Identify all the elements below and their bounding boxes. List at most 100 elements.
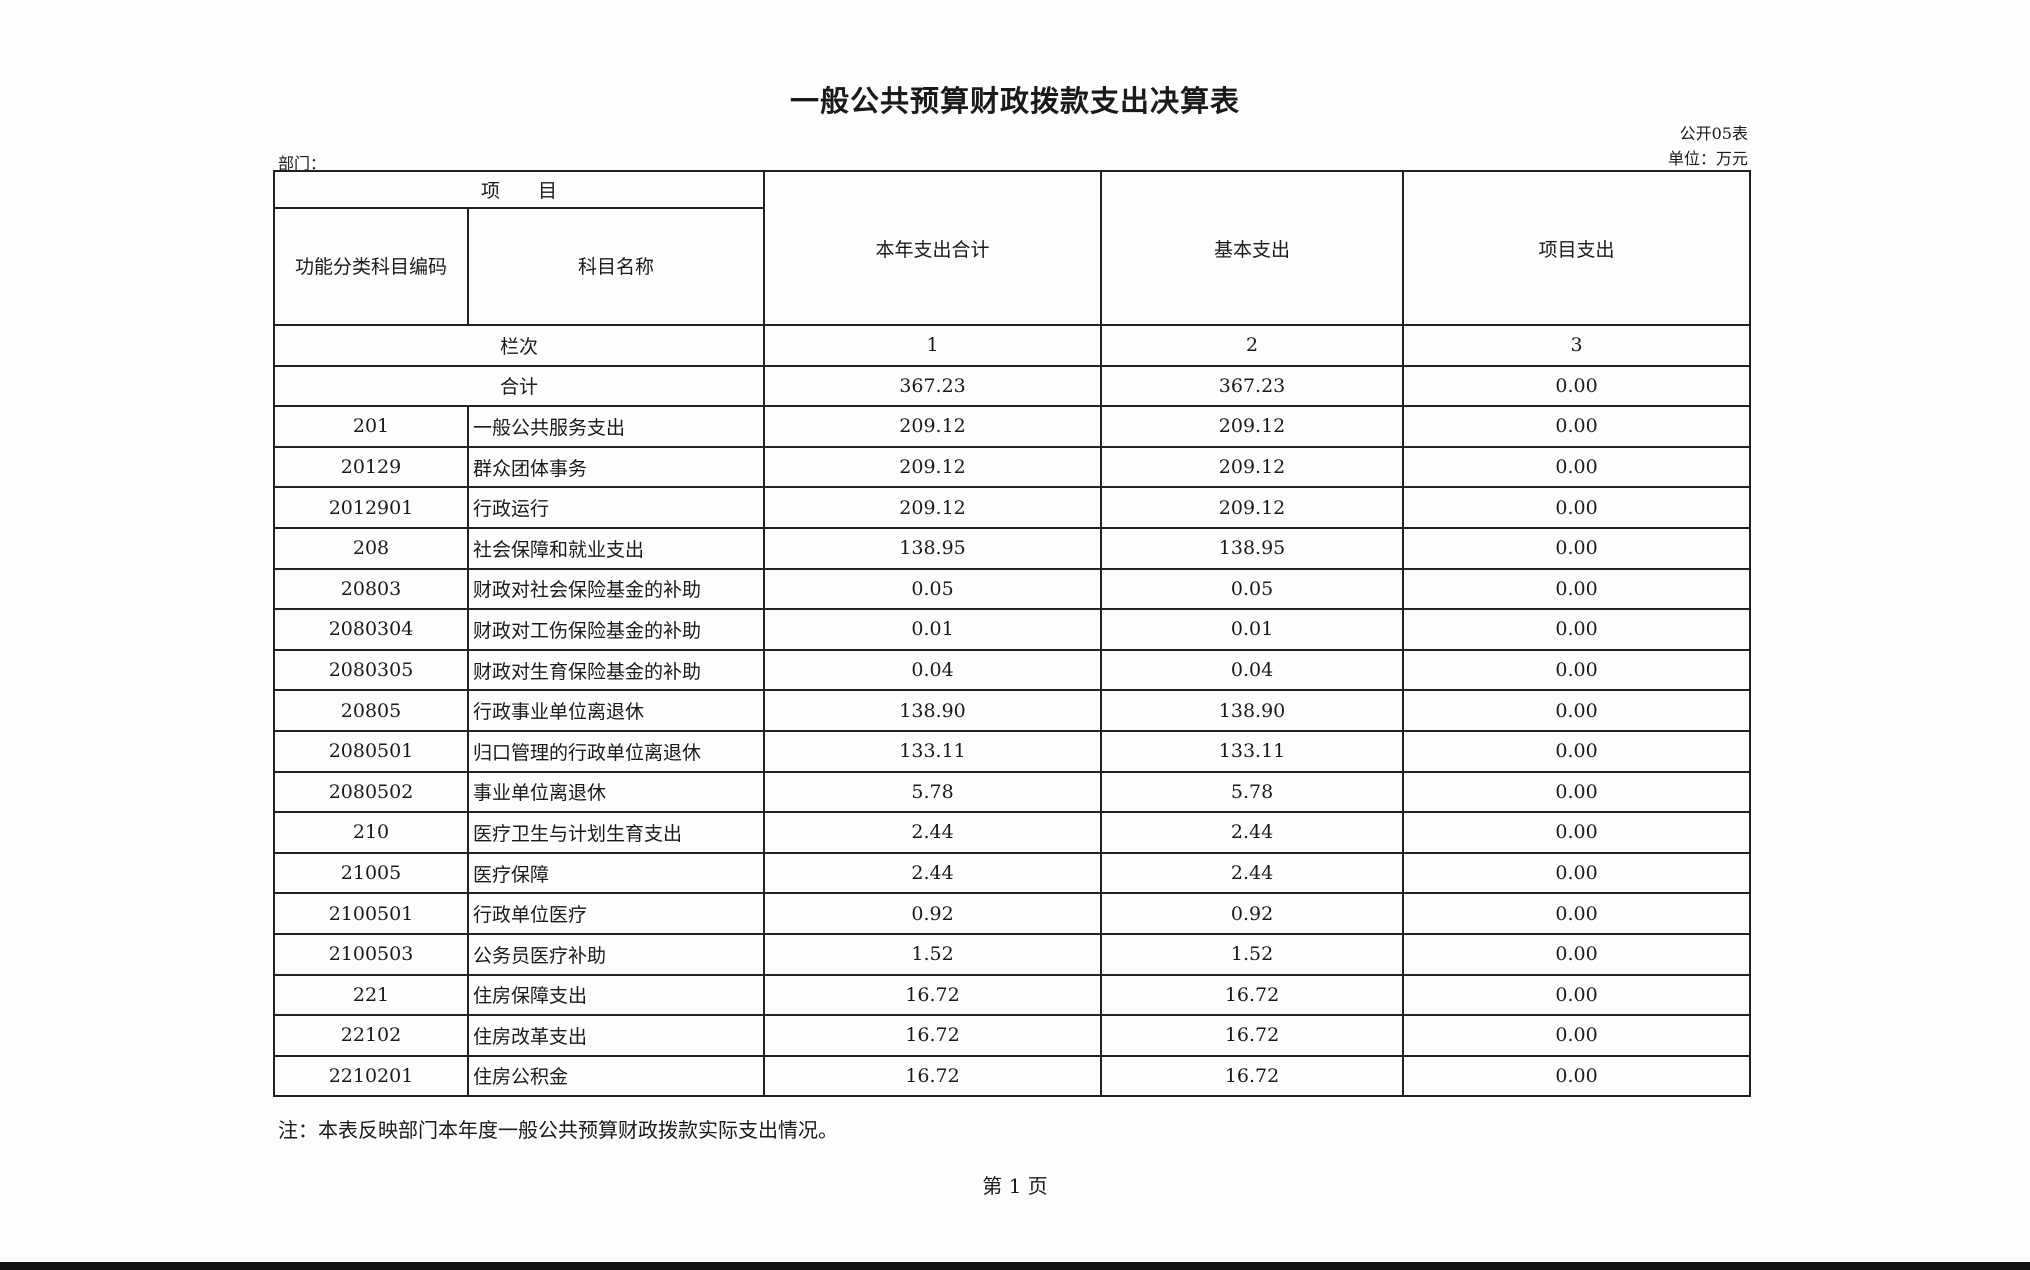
cell-name: 公务员医疗补助 xyxy=(466,932,766,976)
cell-name: 财政对生育保险基金的补助 xyxy=(466,648,766,692)
header-code: 功能分类科目编码 xyxy=(273,207,469,326)
table-row: 22102 住房改革支出 16.72 16.72 0.00 xyxy=(273,1014,1752,1057)
cell-basic: 138.95 xyxy=(1100,526,1405,570)
cell-name: 事业单位离退休 xyxy=(466,770,766,814)
cell-total: 209.12 xyxy=(763,405,1103,448)
table-row: 2012901 行政运行 209.12 209.12 0.00 xyxy=(273,486,1752,529)
header-row: 项 目 本年支出合计 基本支出 项目支出 xyxy=(272,170,1752,326)
header-total: 本年支出合计 xyxy=(763,170,1103,326)
cell-name: 医疗保障 xyxy=(466,851,766,895)
table-row: 2210201 住房公积金 16.72 16.72 0.00 xyxy=(273,1054,1752,1098)
cell-total: 209.12 xyxy=(763,445,1103,489)
cell-total: 16.72 xyxy=(763,1054,1103,1098)
cell-name: 行政单位医疗 xyxy=(466,892,766,935)
sum-basic: 367.23 xyxy=(1100,364,1405,408)
table-row: 2080304 财政对工伤保险基金的补助 0.01 0.01 0.00 xyxy=(273,608,1752,651)
cell-name: 社会保障和就业支出 xyxy=(466,526,766,570)
cell-code: 210 xyxy=(273,811,469,854)
cell-basic: 16.72 xyxy=(1100,1014,1405,1057)
cell-code: 20803 xyxy=(273,567,469,611)
cell-total: 138.95 xyxy=(763,526,1103,570)
cell-total: 0.05 xyxy=(763,567,1103,611)
column-index-2: 2 xyxy=(1100,324,1405,367)
cell-name: 行政事业单位离退休 xyxy=(466,689,766,732)
cell-basic: 16.72 xyxy=(1100,973,1405,1017)
cell-code: 208 xyxy=(273,526,469,570)
cell-code: 201 xyxy=(273,405,469,448)
table-row: 201 一般公共服务支出 209.12 209.12 0.00 xyxy=(273,405,1752,448)
header-project: 项目支出 xyxy=(1402,170,1752,326)
table-row: 21005 医疗保障 2.44 2.44 0.00 xyxy=(273,851,1752,895)
cell-basic: 5.78 xyxy=(1100,770,1405,814)
cell-project: 0.00 xyxy=(1402,567,1752,611)
column-index-label: 栏次 xyxy=(272,324,766,367)
cell-code: 22102 xyxy=(273,1014,469,1057)
form-number: 公开05表 xyxy=(1679,124,1748,143)
cell-basic: 0.05 xyxy=(1100,567,1405,611)
header-item: 项 目 xyxy=(272,170,766,209)
cell-total: 16.72 xyxy=(763,1014,1103,1057)
cell-code: 2080501 xyxy=(273,729,469,773)
cell-basic: 16.72 xyxy=(1100,1054,1405,1098)
cell-total: 133.11 xyxy=(763,729,1103,773)
cell-basic: 209.12 xyxy=(1100,486,1405,529)
cell-total: 209.12 xyxy=(763,486,1103,529)
cell-total: 16.72 xyxy=(763,973,1103,1017)
cell-project: 0.00 xyxy=(1402,648,1752,692)
sum-total: 367.23 xyxy=(763,364,1103,408)
cell-code: 2080305 xyxy=(273,648,469,692)
cell-basic: 209.12 xyxy=(1100,405,1405,448)
table-row: 20129 群众团体事务 209.12 209.12 0.00 xyxy=(273,445,1752,489)
cell-total: 0.04 xyxy=(763,648,1103,692)
department-label: 部门： xyxy=(278,154,327,173)
table-row: 2080305 财政对生育保险基金的补助 0.04 0.04 0.00 xyxy=(273,648,1752,692)
cell-total: 5.78 xyxy=(763,770,1103,814)
cell-code: 2080502 xyxy=(273,770,469,814)
cell-code: 2080304 xyxy=(273,608,469,651)
cell-name: 医疗卫生与计划生育支出 xyxy=(466,811,766,854)
cell-name: 住房公积金 xyxy=(466,1054,766,1098)
cell-name: 财政对社会保险基金的补助 xyxy=(466,567,766,611)
cell-total: 2.44 xyxy=(763,811,1103,854)
cell-basic: 2.44 xyxy=(1100,811,1405,854)
cell-project: 0.00 xyxy=(1402,405,1752,448)
page-title: 一般公共预算财政拨款支出决算表 xyxy=(789,84,1240,118)
cell-project: 0.00 xyxy=(1402,729,1752,773)
header-name: 科目名称 xyxy=(466,207,766,326)
cell-name: 行政运行 xyxy=(466,486,766,529)
cell-name: 财政对工伤保险基金的补助 xyxy=(466,608,766,651)
cell-basic: 0.01 xyxy=(1100,608,1405,651)
cell-basic: 138.90 xyxy=(1100,689,1405,732)
cell-project: 0.00 xyxy=(1402,770,1752,814)
table-row: 221 住房保障支出 16.72 16.72 0.00 xyxy=(273,973,1752,1017)
cell-project: 0.00 xyxy=(1402,608,1752,651)
table-row: 20805 行政事业单位离退休 138.90 138.90 0.00 xyxy=(273,689,1752,732)
cell-total: 2.44 xyxy=(763,851,1103,895)
unit-label: 单位：万元 xyxy=(1667,149,1748,168)
cell-code: 21005 xyxy=(273,851,469,895)
header-basic: 基本支出 xyxy=(1100,170,1405,326)
cell-total: 138.90 xyxy=(763,689,1103,732)
column-index-row: 栏次 1 2 3 xyxy=(272,324,1752,367)
header-row: 功能分类科目编码 科目名称 xyxy=(273,207,1750,326)
cell-name: 一般公共服务支出 xyxy=(466,405,766,448)
cell-basic: 2.44 xyxy=(1100,851,1405,895)
footnote: 注：本表反映部门本年度一般公共预算财政拨款实际支出情况。 xyxy=(278,1118,838,1142)
cell-project: 0.00 xyxy=(1402,1054,1752,1098)
cell-project: 0.00 xyxy=(1402,851,1752,895)
sum-label: 合计 xyxy=(272,364,766,408)
column-index-1: 1 xyxy=(763,324,1103,367)
cell-project: 0.00 xyxy=(1402,892,1752,935)
cell-project: 0.00 xyxy=(1402,445,1752,489)
cell-code: 2100501 xyxy=(273,892,469,935)
cell-code: 20805 xyxy=(273,689,469,732)
cell-basic: 209.12 xyxy=(1100,445,1405,489)
cell-code: 221 xyxy=(273,973,469,1017)
cell-basic: 1.52 xyxy=(1100,932,1405,976)
table-row: 20803 财政对社会保险基金的补助 0.05 0.05 0.00 xyxy=(273,567,1752,611)
expenditure-table: 项 目 本年支出合计 基本支出 项目支出 功能分类科目编码 科目名称 栏次 1 … xyxy=(272,170,1752,1098)
cell-total: 0.01 xyxy=(763,608,1103,651)
cell-name: 住房保障支出 xyxy=(466,973,766,1017)
cell-project: 0.00 xyxy=(1402,689,1752,732)
cell-basic: 133.11 xyxy=(1100,729,1405,773)
